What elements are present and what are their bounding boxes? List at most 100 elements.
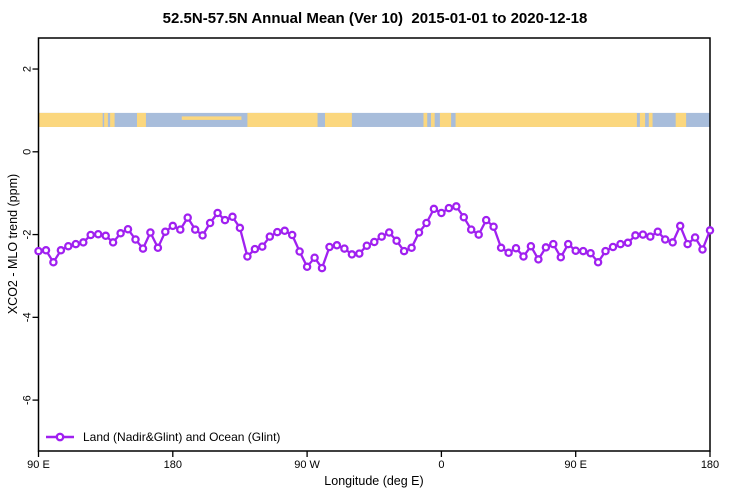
data-point-marker (370, 237, 379, 247)
data-point-marker (310, 253, 319, 262)
data-point-marker (258, 242, 267, 251)
data-point-marker (138, 244, 148, 253)
data-point-marker (168, 221, 178, 231)
data-point-marker (317, 263, 327, 273)
data-point-marker (235, 223, 245, 233)
data-point-marker (556, 253, 566, 262)
land-segment (439, 112, 452, 127)
land-segment (110, 112, 115, 127)
data-point-marker (452, 202, 461, 211)
data-point-marker (213, 208, 222, 218)
data-point-marker (608, 242, 618, 252)
data-point-marker (496, 243, 506, 253)
data-point-marker (265, 232, 275, 241)
data-point-marker (355, 249, 364, 258)
data-point-marker (549, 239, 558, 249)
data-point-marker (384, 228, 394, 237)
data-point-marker (578, 246, 588, 256)
land-segment (423, 112, 428, 127)
data-point-marker (250, 244, 260, 254)
data-point-marker (437, 208, 446, 218)
data-point-marker (534, 255, 543, 264)
land-segment (430, 112, 435, 127)
data-point-marker (295, 247, 304, 256)
x-tick-label: 90 E (564, 459, 587, 471)
data-point-marker (466, 225, 476, 234)
data-point-marker (131, 235, 140, 244)
data-point-marker (392, 236, 401, 246)
data-point-marker (459, 212, 469, 222)
data-point-marker (504, 248, 513, 258)
data-point-marker (220, 215, 230, 225)
x-axis-title: Longitude (deg E) (324, 474, 424, 488)
data-point-marker (675, 221, 685, 231)
data-point-marker (302, 262, 312, 272)
data-point-marker (541, 243, 551, 252)
data-point-marker (243, 252, 252, 261)
y-axis-title: XCO2 - MLO trend (ppm) (6, 173, 20, 315)
data-point-marker (190, 225, 200, 234)
data-point-marker (325, 242, 334, 252)
legend: Land (Nadir&Glint) and Ocean (Glint) (44, 428, 280, 446)
data-point-marker (586, 248, 595, 258)
data-point-marker (34, 246, 43, 256)
data-point-marker (705, 226, 715, 235)
data-point-marker (161, 227, 170, 236)
data-point-marker (123, 224, 133, 234)
legend-label: Land (Nadir&Glint) and Ocean (Glint) (83, 430, 281, 444)
data-point-marker (228, 212, 237, 222)
data-point-marker (340, 244, 349, 253)
data-point-marker (71, 239, 81, 249)
data-point-marker (444, 203, 454, 213)
data-point-marker (273, 227, 282, 237)
data-point-marker (489, 222, 498, 231)
data-point-marker (205, 218, 215, 228)
data-point-marker (280, 226, 289, 236)
data-point-marker (429, 204, 439, 214)
land-segment (136, 112, 146, 127)
data-point-marker (698, 245, 707, 254)
data-point-marker (93, 229, 103, 239)
data-point-marker (287, 230, 297, 240)
legend-marker-icon (46, 432, 74, 442)
data-point-marker (64, 241, 73, 251)
land-segment (639, 112, 646, 127)
x-tick-label: 90 W (294, 459, 320, 471)
data-point-marker (683, 239, 692, 249)
data-point-marker (414, 228, 424, 237)
y-tick-label: 2 (21, 66, 33, 72)
data-point-marker (153, 243, 163, 253)
data-point-marker (660, 235, 670, 244)
data-point-marker (108, 238, 118, 247)
y-tick-label: -4 (21, 312, 33, 322)
data-point-marker (56, 246, 66, 255)
data-point-marker (616, 239, 625, 249)
y-tick-label: -6 (21, 395, 33, 405)
data-point-marker (526, 241, 536, 251)
land-segment (675, 112, 687, 127)
land-segment (455, 112, 637, 127)
data-point-marker (511, 243, 521, 253)
y-tick-label: 0 (21, 149, 33, 155)
data-point-marker (474, 230, 483, 239)
data-point-marker (653, 227, 663, 236)
y-tick-label: -2 (21, 230, 33, 240)
data-point-marker (638, 230, 648, 239)
data-point-marker (690, 233, 700, 242)
land-segment (104, 112, 108, 127)
data-point-marker (198, 231, 207, 240)
x-tick-label: 180 (701, 459, 719, 471)
data-point-marker (623, 238, 633, 248)
data-point-marker (571, 246, 580, 255)
x-tick-label: 90 E (27, 459, 50, 471)
x-tick-label: 0 (438, 459, 444, 471)
data-point-marker (116, 229, 125, 238)
x-tick-label: 180 (164, 459, 182, 471)
data-point-marker (631, 231, 640, 240)
data-point-marker (519, 252, 528, 261)
data-point-marker (176, 225, 185, 234)
land-segment (648, 112, 653, 127)
legend-open-circle-icon (55, 432, 65, 442)
